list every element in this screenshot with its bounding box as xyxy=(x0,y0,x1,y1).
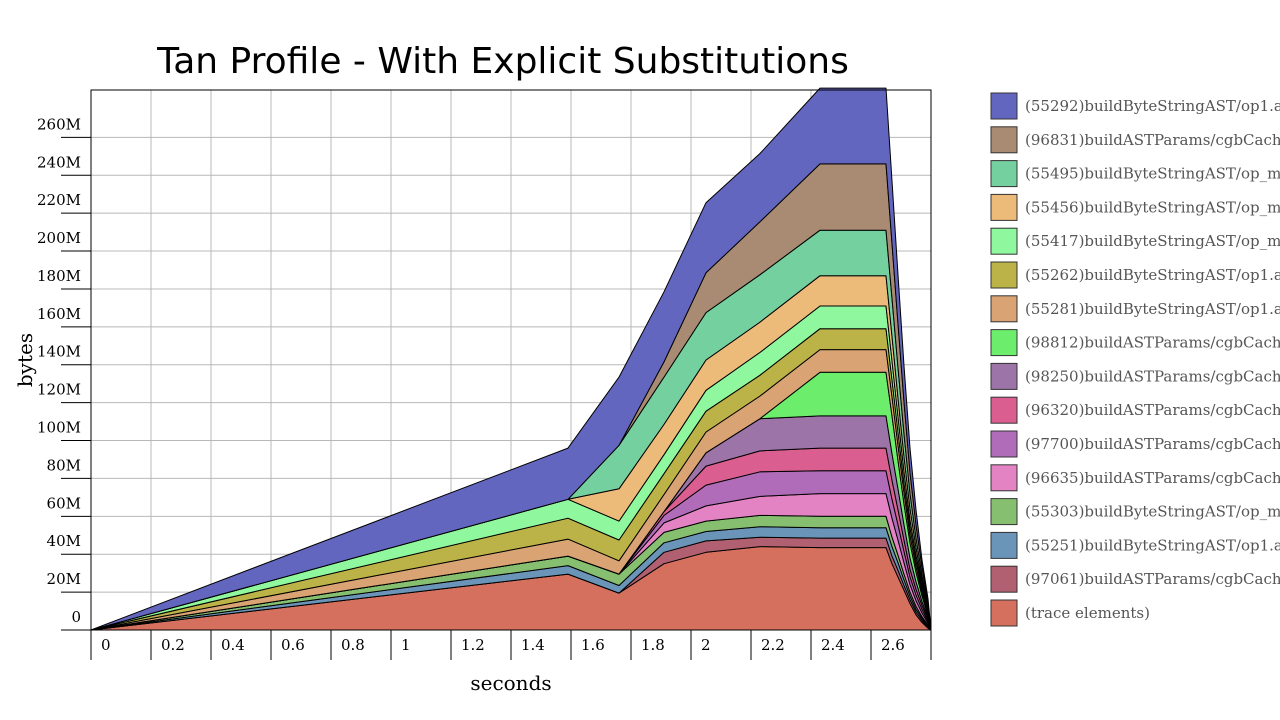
y-tick-label-2: 40M xyxy=(47,532,81,550)
x-tick-label-3: 0.6 xyxy=(281,636,305,654)
y-tick-label-9: 180M xyxy=(37,267,81,285)
legend-label-8: (98250)buildASTParams/cgbCacheOutput xyxy=(1025,367,1280,385)
x-tick-label-6: 1.2 xyxy=(461,636,485,654)
legend-swatch-9 xyxy=(990,396,1018,424)
y-tick-label-12: 240M xyxy=(37,153,81,171)
x-tick-label-11: 2.2 xyxy=(761,636,785,654)
legend-swatch-3 xyxy=(990,193,1018,221)
legend-swatch-13 xyxy=(990,531,1018,559)
legend-swatch-7 xyxy=(990,329,1018,357)
legend-label-6: (55281)buildByteStringAST/op1.ast/op1/c xyxy=(1025,300,1280,318)
area-layers xyxy=(90,87,932,631)
legend-label-0: (55292)buildByteStringAST/op1.ast/op1/c xyxy=(1025,97,1280,115)
legend-swatch-5 xyxy=(990,261,1018,289)
x-axis: 0 0.2 0.4 0.6 0.8 1 1.2 1.4 1.6 1.8 2 2.2 2.4 2.6 xyxy=(90,630,932,660)
y-tick-label-1: 20M xyxy=(47,570,81,588)
y-tick-label-8: 160M xyxy=(37,305,81,323)
legend-swatch-12 xyxy=(990,498,1018,526)
legend-swatch-14 xyxy=(990,565,1018,593)
y-tick-label-6: 120M xyxy=(37,381,81,399)
x-tick-label-8: 1.6 xyxy=(581,636,605,654)
legend-swatch-8 xyxy=(990,362,1018,390)
y-axis-label: bytes xyxy=(13,333,37,387)
legend-swatch-15 xyxy=(990,599,1018,627)
y-tick-label-5: 100M xyxy=(37,419,81,437)
legend-label-3: (55456)buildByteStringAST/op_m1.ast/op xyxy=(1025,198,1280,216)
x-tick-label-9: 1.8 xyxy=(641,636,665,654)
legend-label-15: (trace elements) xyxy=(1025,604,1150,622)
x-tick-label-13: 2.6 xyxy=(881,636,905,654)
legend-label-7: (98812)buildASTParams/cgbCacheOutput xyxy=(1025,334,1280,352)
legend-swatch-6 xyxy=(990,295,1018,323)
legend-label-1: (96831)buildASTParams/cgbCacheOutput xyxy=(1025,131,1280,149)
legend-label-9: (96320)buildASTParams/cgbCacheOutput xyxy=(1025,401,1280,419)
legend-swatch-2 xyxy=(990,160,1018,188)
y-tick-label-3: 60M xyxy=(47,494,81,512)
legend-swatch-4 xyxy=(990,227,1018,255)
x-tick-label-2: 0.4 xyxy=(221,636,245,654)
legend: (55292)buildByteStringAST/op1.ast/op1/c (… xyxy=(990,92,1280,627)
x-tick-label-5: 1 xyxy=(401,636,411,654)
legend-swatch-11 xyxy=(990,464,1018,492)
legend-swatch-0 xyxy=(990,92,1018,120)
legend-label-4: (55417)buildByteStringAST/op_m1.ast/op xyxy=(1025,232,1280,250)
y-axis: 0 20M 40M 60M 80M 100M 120M 140M 160M 180M 200M 220… xyxy=(37,115,91,631)
legend-label-13: (55251)buildByteStringAST/op1.ast/op1/c xyxy=(1025,536,1280,554)
y-tick-label-10: 200M xyxy=(37,229,81,247)
x-tick-label-7: 1.4 xyxy=(521,636,545,654)
x-tick-label-1: 0.2 xyxy=(161,636,185,654)
y-tick-label-7: 140M xyxy=(37,343,81,361)
x-tick-label-10: 2 xyxy=(701,636,711,654)
legend-swatch-1 xyxy=(990,126,1018,154)
legend-label-14: (97061)buildASTParams/cgbCacheOutput xyxy=(1025,570,1280,588)
x-tick-label-12: 2.4 xyxy=(821,636,845,654)
y-tick-label-11: 220M xyxy=(37,191,81,209)
y-tick-label-4: 80M xyxy=(47,456,81,474)
legend-label-10: (97700)buildASTParams/cgbCacheOutput xyxy=(1025,435,1280,453)
x-tick-label-0: 0 xyxy=(101,636,111,654)
y-tick-label-13: 260M xyxy=(37,115,81,133)
legend-label-12: (55303)buildByteStringAST/op_m1.ast/op xyxy=(1025,503,1280,521)
legend-label-5: (55262)buildByteStringAST/op1.ast/op1/c xyxy=(1025,266,1280,284)
legend-label-11: (96635)buildASTParams/cgbCacheOutput xyxy=(1025,469,1280,487)
y-tick-label-0: 0 xyxy=(71,608,81,626)
x-tick-label-4: 0.8 xyxy=(341,636,365,654)
legend-label-2: (55495)buildByteStringAST/op_m1.ast/op xyxy=(1025,165,1280,183)
chart-title: Tan Profile - With Explicit Substitution… xyxy=(156,41,849,82)
x-axis-label: seconds xyxy=(470,671,551,695)
legend-swatch-10 xyxy=(990,430,1018,458)
